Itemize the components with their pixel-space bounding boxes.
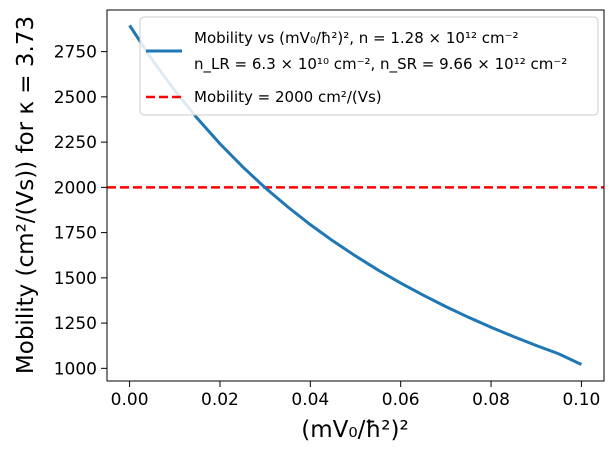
legend-box xyxy=(139,16,599,116)
y-tick-label: 1750 xyxy=(54,224,97,244)
y-tick-label: 2000 xyxy=(54,178,97,198)
x-tick-label: 0.10 xyxy=(562,390,600,410)
y-tick-label: 1000 xyxy=(54,359,97,379)
y-tick-label: 2250 xyxy=(54,133,97,153)
legend-series-label-line2: n_LR = 6.3 × 10¹⁰ cm⁻², n_SR = 9.66 × 10… xyxy=(194,55,567,74)
mobility-series-line xyxy=(128,24,583,366)
x-tick-label: 0.04 xyxy=(291,390,329,410)
y-tick-label: 2500 xyxy=(54,88,97,108)
legend-series-label: Mobility vs (mV₀/ħ²)², n = 1.28 × 10¹² c… xyxy=(194,29,519,47)
x-tick-label: 0.02 xyxy=(201,390,239,410)
y-axis-ticks: 1000 1250 1500 1750 2000 2250 2500 2750 xyxy=(54,43,107,379)
y-tick-label: 1500 xyxy=(54,269,97,289)
x-tick-label: 0.06 xyxy=(382,390,420,410)
plot-frame xyxy=(106,9,605,382)
legend: Mobility vs (mV₀/ħ²)², n = 1.28 × 10¹² c… xyxy=(139,16,599,116)
y-tick-label: 2750 xyxy=(54,43,97,63)
y-axis-label: Mobility (cm²/(Vs)) for κ = 3.73 xyxy=(13,16,39,374)
legend-reference-label: Mobility = 2000 cm²/(Vs) xyxy=(194,88,382,106)
x-axis-label: (mV₀/ħ²)² xyxy=(301,417,408,443)
x-tick-label: 0.08 xyxy=(472,390,510,410)
x-tick-label: 0.00 xyxy=(111,390,149,410)
x-axis-ticks: 0.00 0.02 0.04 0.06 0.08 0.10 xyxy=(111,381,600,410)
y-tick-label: 1250 xyxy=(54,314,97,334)
